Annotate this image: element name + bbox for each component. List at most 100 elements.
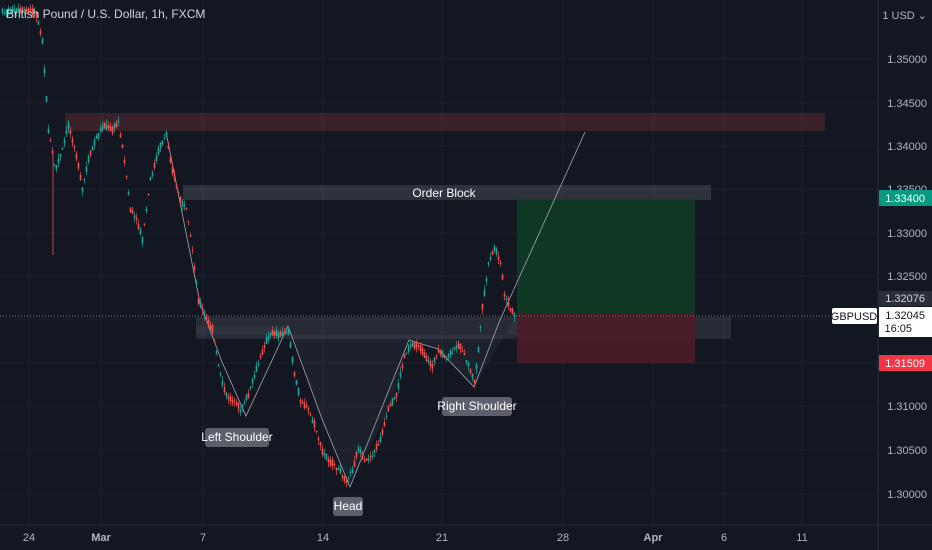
chart-title: British Pound / U.S. Dollar, 1h, FXCM — [6, 7, 206, 21]
candle-body — [257, 363, 260, 365]
candle-body — [465, 360, 468, 363]
candle-body — [155, 155, 158, 162]
candle-body — [291, 357, 294, 363]
pattern-fill — [196, 314, 517, 487]
candle-body — [21, 7, 24, 13]
candle-body — [271, 329, 274, 336]
candle-body — [103, 122, 106, 129]
candle-body — [41, 38, 44, 45]
candle-body — [211, 325, 214, 333]
candle-body — [105, 124, 108, 130]
pattern-lines — [165, 131, 586, 489]
candle-body — [321, 448, 324, 455]
candle-body — [169, 156, 172, 163]
candle-body — [493, 246, 496, 251]
candle-body — [81, 187, 84, 192]
candle-body — [153, 163, 156, 169]
candle-body — [451, 352, 454, 354]
candle-body — [19, 8, 22, 12]
countdown: 16:05 — [884, 323, 912, 335]
price-axis[interactable]: 1 USD ⌄ 1.350001.345001.340001.335001.33… — [882, 10, 927, 501]
candle-body — [395, 392, 398, 398]
candle-body — [345, 479, 348, 484]
candle-body — [25, 8, 28, 12]
candle-body — [185, 208, 188, 210]
left-shoulder-text: Left Shoulder — [201, 430, 272, 444]
candle-body — [115, 122, 118, 127]
candle-body — [255, 365, 258, 373]
candle-body — [407, 346, 410, 352]
candle-body — [47, 128, 50, 134]
candle-body — [173, 173, 176, 180]
candle-body — [177, 191, 180, 194]
candle-body — [297, 388, 300, 395]
candle-body — [191, 249, 194, 251]
candle-body — [445, 358, 448, 361]
time-tick-label: Apr — [644, 532, 664, 544]
candle-body — [165, 132, 168, 137]
candle-body — [219, 373, 222, 375]
candle-body — [415, 341, 418, 349]
candle-body — [295, 379, 298, 385]
symbol-label: GBPUSD — [831, 311, 878, 323]
candles — [1, 3, 516, 488]
time-tick-label: 28 — [557, 532, 569, 544]
candle-body — [133, 215, 136, 218]
candle-body — [485, 278, 488, 282]
candle-body — [241, 404, 244, 409]
candle-body — [183, 204, 186, 207]
candle-body — [17, 8, 20, 12]
time-tick-label: Mar — [91, 532, 111, 544]
candle-body — [283, 332, 286, 335]
candle-body — [161, 140, 164, 145]
candle-body — [387, 406, 390, 411]
candle-body — [443, 354, 446, 358]
candle-body — [383, 421, 386, 426]
order-block-zone — [183, 185, 711, 200]
candle-body — [3, 12, 6, 14]
candle-body — [203, 312, 206, 316]
left-shoulder-label: Left Shoulder — [201, 428, 273, 447]
time-tick-label: 21 — [436, 532, 448, 544]
candle-body — [265, 337, 268, 345]
candle-body — [287, 327, 290, 335]
candle-body — [23, 9, 26, 12]
candle-body — [279, 331, 282, 337]
candle-body — [315, 431, 318, 433]
candle-body — [471, 373, 474, 378]
candle-body — [221, 380, 224, 386]
time-tick-label: 7 — [200, 532, 206, 544]
candle-body — [201, 308, 204, 311]
candle-body — [497, 256, 500, 260]
candle-body — [361, 453, 364, 459]
time-axis[interactable]: 24 Mar 7 14 21 28 Apr 6 11 — [23, 532, 808, 544]
candle-body — [411, 342, 414, 347]
candle-body — [227, 396, 230, 400]
candle-body — [375, 444, 378, 450]
candle-body — [343, 476, 346, 481]
candle-body — [117, 120, 120, 123]
candle-body — [145, 208, 148, 212]
candle-body — [449, 350, 452, 356]
candle-body — [261, 349, 264, 355]
candle-body — [57, 158, 60, 164]
profit-zone — [517, 199, 695, 314]
candle-body — [55, 164, 58, 169]
candle-body — [275, 329, 278, 336]
candle-body — [513, 313, 516, 317]
price-tick-label: 1.32500 — [887, 271, 927, 283]
candle-body — [157, 147, 160, 154]
candle-body — [75, 153, 78, 160]
head-text: Head — [334, 499, 363, 513]
candle-body — [439, 350, 442, 355]
candle-body — [67, 122, 70, 129]
candle-body — [99, 128, 102, 132]
candle-body — [149, 177, 152, 181]
candle-body — [477, 347, 480, 353]
candle-body — [199, 301, 202, 307]
candle-body — [409, 344, 412, 347]
candle-body — [337, 467, 340, 471]
currency-selector[interactable]: 1 USD ⌄ — [882, 10, 927, 22]
candle-body — [385, 415, 388, 418]
